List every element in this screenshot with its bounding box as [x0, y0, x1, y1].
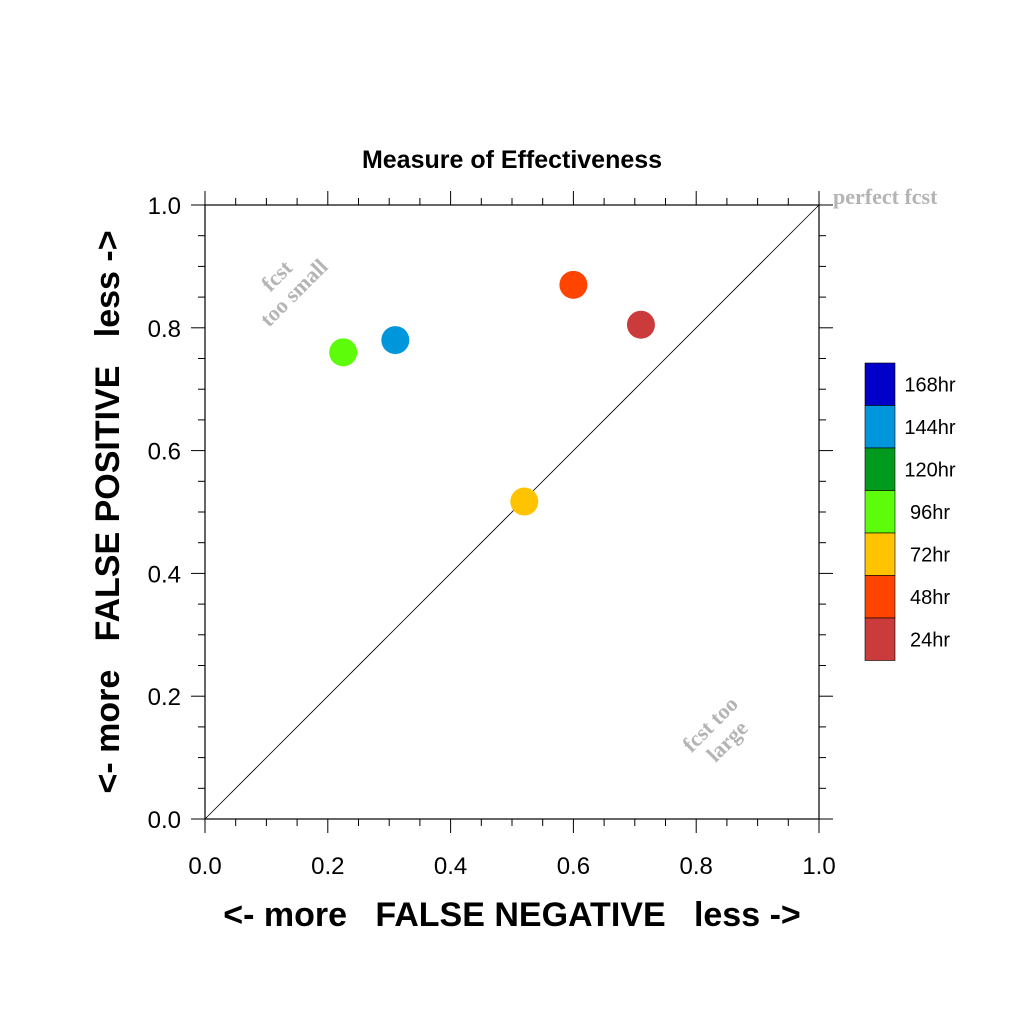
y-tick-label: 1.0	[148, 193, 181, 220]
y-tick-label: 0.4	[148, 561, 181, 588]
x-axis-label: <- more FALSE NEGATIVE less ->	[223, 896, 801, 934]
legend-swatch	[864, 447, 896, 491]
perfect-forecast-diagonal	[204, 204, 820, 820]
legend-swatch	[864, 405, 896, 449]
y-tick-labels: 0.0 0.2 0.4 0.6 0.8 1.0	[148, 193, 181, 834]
y-tick-label: 0.0	[148, 807, 181, 834]
legend-label: 168hr	[904, 374, 955, 396]
data-point	[381, 326, 410, 355]
y-tick-label: 0.2	[148, 684, 181, 711]
annotation-fcst-too-large: fcst too large	[677, 691, 753, 766]
y-tick-label: 0.8	[148, 316, 181, 343]
legend-label: 144hr	[904, 417, 955, 439]
legend-label: 72hr	[910, 544, 950, 566]
legend-swatch	[864, 490, 896, 534]
legend-swatch	[864, 532, 896, 576]
annotation-small-line2: too small	[255, 254, 333, 332]
x-tick-label: 0.4	[434, 853, 467, 880]
x-tick-label: 1.0	[802, 853, 835, 880]
legend-label: 48hr	[910, 587, 950, 609]
x-tick-label: 0.0	[188, 853, 221, 880]
x-tick-label: 0.8	[680, 853, 713, 880]
annotation-fcst-too-small: fcst too small	[255, 254, 333, 332]
data-points	[329, 270, 655, 516]
chart-title: Measure of Effectiveness	[362, 146, 662, 174]
x-tick-label: 0.6	[557, 853, 590, 880]
legend-swatch	[864, 617, 896, 661]
annotation-perfect-fcst: perfect fcst	[833, 184, 938, 209]
x-tick-label: 0.2	[311, 853, 344, 880]
legend-swatch	[864, 575, 896, 619]
legend-label: 96hr	[910, 502, 950, 524]
data-point	[329, 338, 358, 367]
legend-swatch	[864, 362, 896, 406]
y-axis-label: <- more FALSE POSITIVE less ->	[89, 230, 127, 793]
legend-label: 120hr	[904, 459, 955, 481]
tick-marks	[191, 191, 833, 833]
data-point	[510, 487, 539, 516]
legend: 168hr 144hr 120hr 96hr 72hr 48hr 24hr	[864, 362, 956, 661]
legend-label: 24hr	[910, 629, 950, 651]
data-point	[559, 270, 588, 299]
x-tick-labels: 0.0 0.2 0.4 0.6 0.8 1.0	[188, 853, 835, 880]
data-point	[626, 310, 655, 339]
y-tick-label: 0.6	[148, 439, 181, 466]
